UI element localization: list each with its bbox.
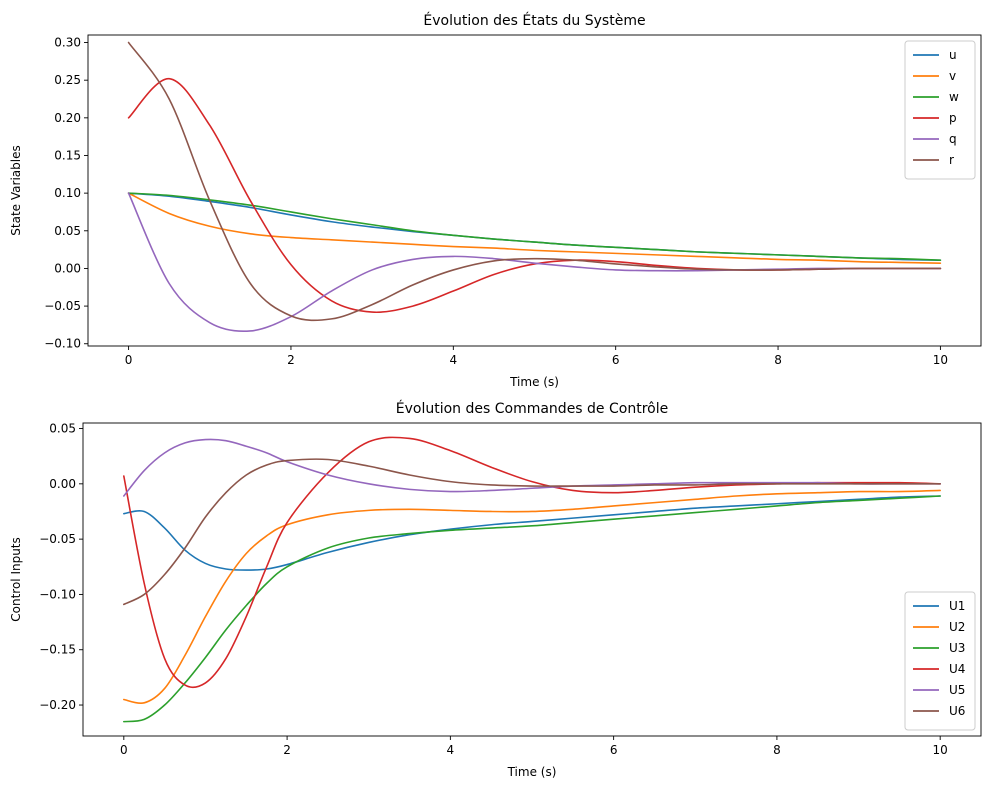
legend-label-u4: U4	[949, 662, 965, 676]
y-tick-label: −0.10	[39, 587, 76, 601]
series-line-u2	[123, 489, 941, 705]
states-chart: Évolution des États du Système Time (s) …	[9, 12, 982, 389]
legend-label-r: r	[949, 153, 954, 167]
x-tick-label: 0	[120, 743, 128, 757]
plot-area	[123, 436, 941, 723]
y-tick-label: 0.30	[54, 36, 81, 50]
chart-title: Évolution des Commandes de Contrôle	[396, 400, 668, 417]
y-axis-label: State Variables	[9, 145, 23, 235]
chart-title: Évolution des États du Système	[423, 12, 645, 29]
series-line-u3	[123, 495, 941, 723]
series-line-q	[127, 192, 942, 332]
series-line-u5	[123, 438, 941, 497]
legend-label-u5: U5	[949, 683, 965, 697]
y-tick-label: 0.10	[54, 186, 81, 200]
axes-frame	[82, 422, 982, 737]
y-tick-label: −0.10	[44, 337, 81, 351]
y-tick-label: 0.15	[54, 148, 81, 162]
legend-label-u2: U2	[949, 620, 965, 634]
series-line-u1	[123, 495, 941, 571]
series-line-u6	[123, 458, 941, 606]
series-line-r	[127, 41, 942, 322]
y-tick-label: 0.05	[49, 422, 76, 436]
x-tick-label: 0	[125, 353, 133, 367]
x-tick-label: 8	[774, 353, 782, 367]
x-tick-label: 10	[933, 743, 948, 757]
y-tick-label: 0.05	[54, 224, 81, 238]
x-tick-label: 6	[612, 353, 620, 367]
legend-label-u1: U1	[949, 599, 965, 613]
x-axis-label: Time (s)	[509, 375, 559, 389]
y-axis-label: Control Inputs	[9, 537, 23, 622]
series-line-w	[127, 192, 942, 261]
legend: U1 U2 U3 U4 U5 U6	[904, 591, 976, 731]
series-line-p	[127, 77, 942, 314]
x-tick-label: 6	[610, 743, 618, 757]
legend-frame	[904, 40, 976, 180]
x-tick-label: 4	[449, 353, 457, 367]
y-tick-label: 0.20	[54, 111, 81, 125]
x-tick-label: 8	[773, 743, 781, 757]
y-tick-label: 0.00	[54, 261, 81, 275]
x-tick-label: 2	[283, 743, 291, 757]
legend-label-q: q	[949, 132, 957, 146]
legend-label-v: v	[949, 69, 956, 83]
legend-label-u: u	[949, 48, 957, 62]
x-tick-label: 2	[287, 353, 295, 367]
y-tick-label: −0.15	[39, 643, 76, 657]
y-tick-label: 0.25	[54, 73, 81, 87]
y-tick-label: −0.05	[39, 532, 76, 546]
controls-chart: Évolution des Commandes de Contrôle Time…	[9, 400, 982, 779]
y-tick-label: −0.20	[39, 698, 76, 712]
x-tick-label: 4	[447, 743, 455, 757]
series-line-v	[127, 192, 942, 264]
legend-label-u3: U3	[949, 641, 965, 655]
x-axis-label: Time (s)	[507, 765, 557, 779]
y-tick-label: −0.05	[44, 299, 81, 313]
legend-label-u6: U6	[949, 704, 965, 718]
y-tick-label: 0.00	[49, 477, 76, 491]
legend-label-w: w	[949, 90, 959, 104]
x-tick-label: 10	[933, 353, 948, 367]
legend-label-p: p	[949, 111, 957, 125]
plot-area	[127, 41, 942, 332]
axes-frame	[87, 34, 982, 347]
